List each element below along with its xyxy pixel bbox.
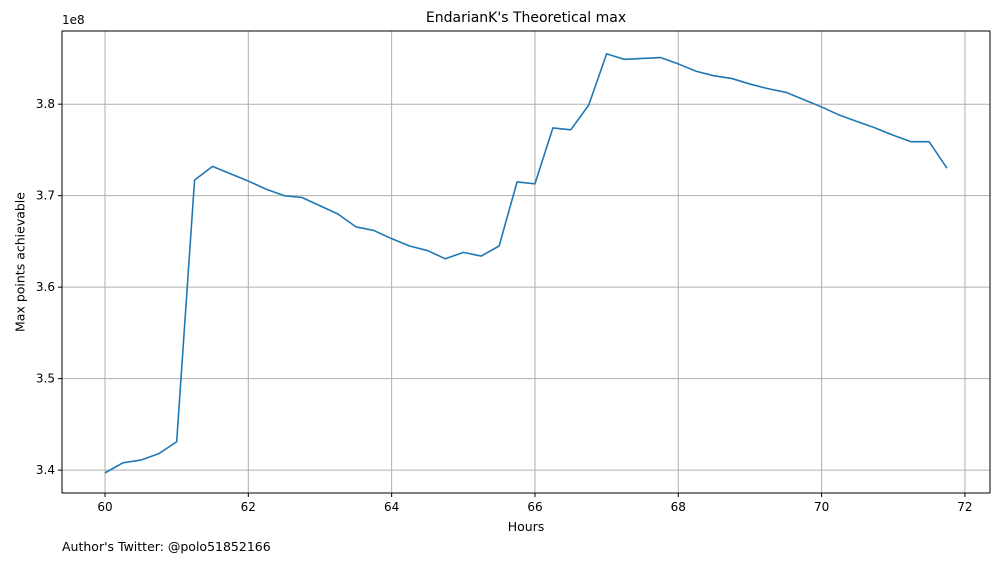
x-tick-label: 72 (957, 500, 972, 514)
x-axis-title: Hours (508, 519, 545, 534)
grid (62, 31, 990, 493)
x-tick-label: 70 (814, 500, 829, 514)
x-tick-label: 64 (384, 500, 399, 514)
x-tick-label: 62 (241, 500, 256, 514)
series-line-group (104, 53, 948, 474)
chart-title: EndarianK's Theoretical max (426, 10, 626, 26)
y-tick-label: 3.5 (36, 372, 55, 386)
y-tick-label: 3.4 (36, 463, 55, 477)
x-tick-label: 66 (527, 500, 542, 514)
y-axis-title: Max points achievable (12, 192, 27, 332)
x-tick-label: 60 (97, 500, 112, 514)
y-tick-label: 3.6 (36, 280, 55, 294)
author-footnote: Author's Twitter: @polo51852166 (62, 539, 271, 554)
y-tick-label: 3.8 (36, 97, 55, 111)
y-tick-label: 3.7 (36, 189, 55, 203)
series-line (104, 53, 948, 474)
plot-frame (61, 30, 991, 494)
axis-ticks: 60 62 64 66 68 70 72 3.4 3.5 3.6 3.7 3.8 (36, 97, 973, 514)
x-tick-label: 68 (671, 500, 686, 514)
y-axis-offset-label: 1e8 (62, 13, 85, 27)
